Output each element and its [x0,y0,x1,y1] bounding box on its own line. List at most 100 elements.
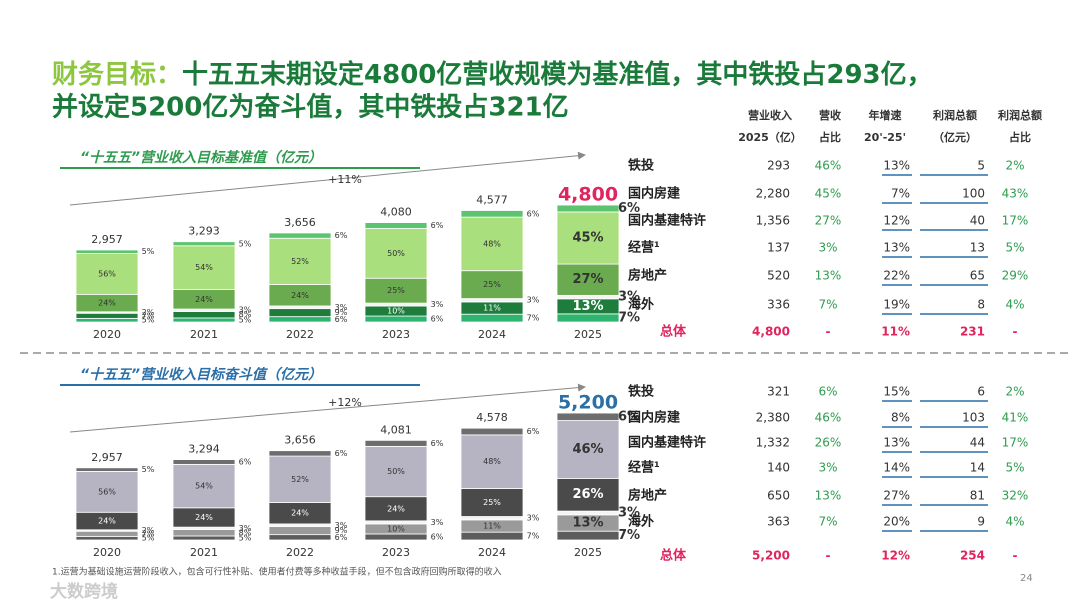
bar-segment [364,315,428,323]
legend-label: 铁投 [627,158,654,174]
x-tick-label: 2020 [93,328,121,341]
x-tick-label: 2021 [190,328,218,341]
bar-segment [172,535,236,541]
segment-label: 50% [387,249,405,258]
bar-segment [556,263,620,296]
total-label: 4,080 [380,206,412,219]
bar-segment [75,471,139,513]
table-header: 20'-25' [864,131,906,144]
segment-label: 8% [239,310,252,319]
bar-segment [460,488,524,517]
table-header: 占比 [819,130,841,144]
bar-segment [460,313,524,323]
bar-segment [556,530,620,541]
segment-label: 5% [142,316,155,325]
segment-label: 50% [387,467,405,476]
table-cell: 14% [883,461,910,475]
segment-label: 2% [142,308,155,317]
table-cell: 2% [1005,385,1024,399]
segment-label: 6% [335,315,348,324]
x-tick-label: 2025 [574,328,602,341]
total-label: 3,293 [188,225,220,238]
table-cell: 46% [815,411,842,425]
table-cell: 2,280 [756,187,790,201]
segment-label: 48% [483,457,501,466]
bar-segment [268,523,332,528]
segment-label: 3% [527,296,540,305]
table-cell: 46% [815,159,842,173]
table-header: 年增速 [869,108,902,122]
segment-label: 7% [142,311,155,320]
legend-label: 经营¹ [628,460,660,476]
bar-segment [364,496,428,522]
segment-label: 27% [572,272,603,287]
segment-label: 3% [527,514,540,523]
segment-label: 5% [239,533,252,542]
segment-label: 5% [239,315,252,324]
segment-label: 3% [431,300,444,309]
table-cell: 6% [818,385,837,399]
segment-label: 6% [431,439,444,448]
segment-label: 24% [98,299,116,308]
segment-label: 5% [142,247,155,256]
table-cell: 13% [815,489,842,503]
table-total-cell: 254 [960,549,985,563]
x-tick-label: 2020 [93,546,121,559]
table-cell: 27% [883,489,910,503]
table-cell: 293 [767,159,790,173]
bar-segment [460,434,524,489]
bar-segment [460,270,524,299]
table-total-cell: 231 [960,325,985,339]
bar-segment [172,317,236,323]
x-tick-label: 2024 [478,328,506,341]
chart-title: “十五五”营业收入目标基准值（亿元） [80,149,322,166]
table-header: 利润总额 [933,108,977,122]
legend-label: 国内房建 [628,410,680,426]
segment-label: 6% [335,231,348,240]
x-tick-label: 2023 [382,328,410,341]
bar-segment [364,445,428,498]
total-label: 4,578 [476,411,508,424]
segment-label: 52% [291,257,309,266]
legend-label: 国内基建特许 [628,435,706,451]
total-label: 4,800 [558,184,618,206]
segment-label: 6% [431,315,444,324]
table-cell: 9 [977,515,985,529]
growth-annotation: +12% [328,396,362,409]
table-cell: 13% [883,241,910,255]
table-cell: 27% [815,214,842,228]
bar-segment [268,455,332,503]
total-label: 3,294 [188,443,220,456]
segment-label: 24% [98,517,116,526]
table-cell: 43% [1002,187,1029,201]
segment-label: 54% [195,482,213,491]
table-cell: 32% [1002,489,1029,503]
segment-label: 6% [618,409,640,424]
bar-segment [268,232,332,239]
table-cell: 3% [818,461,837,475]
bar-segment [556,294,620,300]
segment-label: 7% [618,310,640,325]
segment-label: 46% [572,442,603,457]
segment-label: 8% [239,528,252,537]
segment-label: 3% [618,290,640,305]
segment-label: 5% [239,239,252,248]
total-label: 4,081 [380,423,412,436]
total-row-label: 总体 [660,548,687,564]
x-tick-label: 2022 [286,546,314,559]
table-cell: 13% [883,436,910,450]
segment-label: 24% [291,509,309,518]
segment-label: 25% [483,498,501,507]
bar-segment [268,534,332,541]
table-cell: 7% [818,515,837,529]
total-label: 3,656 [284,434,316,447]
segment-label: 10% [387,307,405,316]
footnote: 1.运营为基础设施运营阶段收入，包含可行性补贴、使用者付费等多种收益手段，但不包… [52,566,502,578]
title-prefix: 财务目标： [52,60,182,90]
bar-segment [75,249,139,254]
table-cell: 137 [767,241,790,255]
segment-label: 7% [142,529,155,538]
table-total-cell: 11% [881,325,910,339]
table-cell: 1,356 [756,214,790,228]
table-cell: 4% [1005,298,1024,312]
